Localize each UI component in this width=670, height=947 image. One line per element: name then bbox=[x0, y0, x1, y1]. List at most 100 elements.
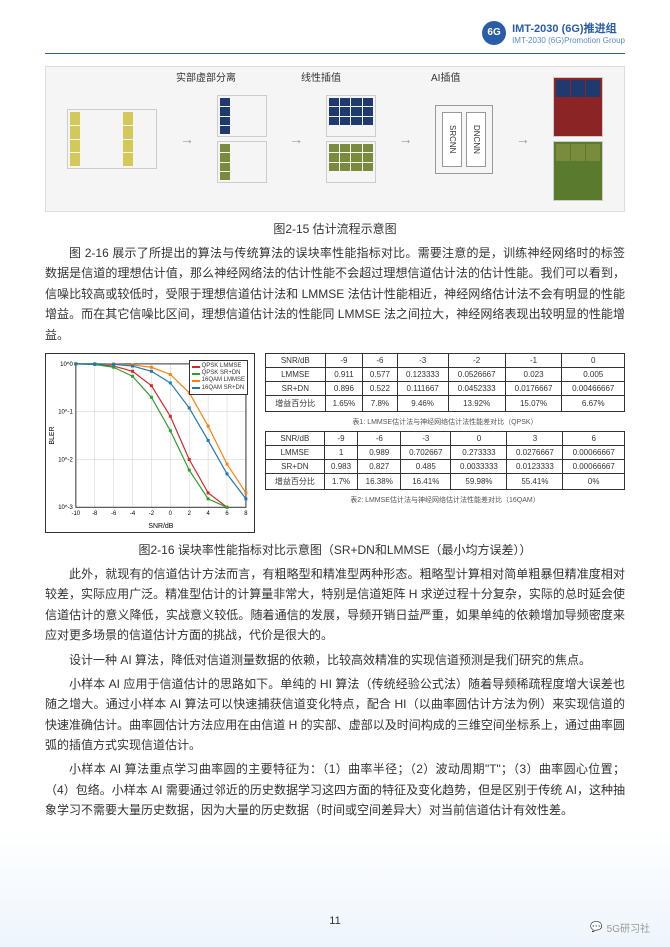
table-header: -9 bbox=[325, 353, 363, 367]
paragraph-3: 设计一种 AI 算法，降低对信道测量数据的依赖，比较高效精准的实现信道预测是我们… bbox=[45, 650, 625, 670]
input-matrix bbox=[67, 109, 157, 169]
header-title: IMT-2030 (6G)推进组 bbox=[512, 20, 625, 36]
table-cell: 0.111667 bbox=[397, 381, 448, 395]
svg-text:-8: -8 bbox=[92, 511, 98, 517]
table-cell: LMMSE bbox=[266, 367, 326, 381]
diagram-label-ai: AI插值 bbox=[431, 69, 460, 84]
chat-icon: 💬 bbox=[590, 922, 602, 933]
table-header: 3 bbox=[507, 431, 563, 445]
table-cell: 0.485 bbox=[401, 459, 451, 473]
table-header: -2 bbox=[448, 353, 505, 367]
svg-text:10^-1: 10^-1 bbox=[58, 410, 73, 416]
table-cell: 0.0276667 bbox=[507, 445, 563, 459]
svg-text:10^0: 10^0 bbox=[60, 362, 73, 368]
table-header: -6 bbox=[358, 431, 401, 445]
table-cell: 0.989 bbox=[358, 445, 401, 459]
table-cell: 0.023 bbox=[505, 367, 562, 381]
table-header: 0 bbox=[451, 431, 507, 445]
table-cell: 0.983 bbox=[324, 459, 358, 473]
table-header: SNR/dB bbox=[266, 431, 325, 445]
flow-diagram: 实部虚部分离 线性插值 AI插值 → → → SRCNN DNCNN → bbox=[45, 66, 625, 212]
table-cell: 1.7% bbox=[324, 473, 358, 489]
svg-text:SNR/dB: SNR/dB bbox=[148, 523, 173, 530]
table-cell: 0.005 bbox=[562, 367, 625, 381]
table-cell: 0.0526667 bbox=[448, 367, 505, 381]
svg-text:-4: -4 bbox=[130, 511, 136, 517]
table-cell: 1 bbox=[324, 445, 358, 459]
srcnn-block: SRCNN bbox=[442, 112, 462, 167]
table-cell: 59.98% bbox=[451, 473, 507, 489]
table-header: -9 bbox=[324, 431, 358, 445]
svg-text:2: 2 bbox=[188, 511, 191, 517]
table-cell: 增益百分比 bbox=[266, 473, 325, 489]
table-cell: 0% bbox=[563, 473, 625, 489]
table-cell: 0.577 bbox=[363, 367, 397, 381]
table-cell: 0.702667 bbox=[401, 445, 451, 459]
page-header: 6G IMT-2030 (6G)推进组 IMT-2030 (6G)Promoti… bbox=[45, 20, 625, 45]
dncnn-block: DNCNN bbox=[466, 112, 486, 167]
table-header: -3 bbox=[401, 431, 451, 445]
svg-text:6: 6 bbox=[225, 511, 229, 517]
table-cell: 0.0452333 bbox=[448, 381, 505, 395]
table-cell: 0.00066667 bbox=[563, 459, 625, 473]
table-cell: 6.67% bbox=[562, 395, 625, 411]
table-header: -3 bbox=[397, 353, 448, 367]
table-cell: SR+DN bbox=[266, 381, 326, 395]
svg-text:-6: -6 bbox=[111, 511, 117, 517]
table-qpsk: SNR/dB-9-6-3-2-10 LMMSE0.9110.5770.123333… bbox=[265, 353, 625, 412]
table-cell: 55.41% bbox=[507, 473, 563, 489]
table-cell: 16.41% bbox=[401, 473, 451, 489]
table-cell: 增益百分比 bbox=[266, 395, 326, 411]
table-cell: 0.522 bbox=[363, 381, 397, 395]
table-cell: 7.8% bbox=[363, 395, 397, 411]
arrow-icon: → bbox=[516, 131, 530, 147]
ai-interp-block: SRCNN DNCNN bbox=[435, 105, 493, 174]
footer-brand: 💬 5G研习社 bbox=[590, 920, 650, 935]
table-header: SNR/dB bbox=[266, 353, 326, 367]
table-cell: 0.00466667 bbox=[562, 381, 625, 395]
chart-legend: QPSK LMMSEQPSK SR+DN16QAM LMMSE16QAM SR+… bbox=[189, 360, 248, 395]
table-cell: 13.92% bbox=[448, 395, 505, 411]
fig-216-caption: 图2-16 误块率性能指标对比示意图（SR+DN和LMMSE（最小均方误差）） bbox=[45, 541, 625, 558]
table-cell: LMMSE bbox=[266, 445, 325, 459]
table-cell: 15.07% bbox=[505, 395, 562, 411]
paragraph-2: 此外，就现有的信道估计方法而言，有粗略型和精准型两种形态。粗略型计算相对简单粗暴… bbox=[45, 564, 625, 646]
table-header: -6 bbox=[363, 353, 397, 367]
table-cell: 0.911 bbox=[325, 367, 363, 381]
arrow-icon: → bbox=[289, 131, 303, 147]
table-header: -1 bbox=[505, 353, 562, 367]
arrow-icon: → bbox=[180, 131, 194, 147]
table-cell: 0.0176667 bbox=[505, 381, 562, 395]
table-cell: 9.46% bbox=[397, 395, 448, 411]
output-matrices bbox=[553, 77, 603, 201]
table-cell: 1.65% bbox=[325, 395, 363, 411]
svg-text:4: 4 bbox=[206, 511, 210, 517]
header-title-block: IMT-2030 (6G)推进组 IMT-2030 (6G)Promotion … bbox=[512, 20, 625, 45]
table-cell: SR+DN bbox=[266, 459, 325, 473]
svg-text:0: 0 bbox=[169, 511, 173, 517]
logo-badge: 6G bbox=[482, 21, 506, 45]
bler-chart: 10^-310^-210^-110^0-10-8-6-4-202468SNR/d… bbox=[45, 353, 255, 533]
svg-text:-10: -10 bbox=[72, 511, 81, 517]
table-cell: 0.0033333 bbox=[451, 459, 507, 473]
diagram-label-linear: 线性插值 bbox=[301, 69, 341, 84]
table-header: 0 bbox=[562, 353, 625, 367]
table-cell: 0.273333 bbox=[451, 445, 507, 459]
table1-caption: 表1: LMMSE估计法与神经网络估计法性能差对比（QPSK） bbox=[265, 417, 625, 427]
svg-text:BLER: BLER bbox=[49, 427, 56, 445]
table-header: 6 bbox=[563, 431, 625, 445]
table-cell: 0.123333 bbox=[397, 367, 448, 381]
header-subtitle: IMT-2030 (6G)Promotion Group bbox=[512, 36, 625, 45]
separated-matrices bbox=[217, 95, 267, 183]
comparison-tables: SNR/dB-9-6-3-2-10LMMSE0.9110.5770.123333… bbox=[265, 353, 625, 533]
footer-brand-text: 5G研习社 bbox=[607, 920, 650, 935]
table-cell: 0.00066667 bbox=[563, 445, 625, 459]
paragraph-4: 小样本 AI 应用于信道估计的思路如下。单纯的 HI 算法（传统经验公式法）随着… bbox=[45, 674, 625, 756]
table-cell: 0.896 bbox=[325, 381, 363, 395]
svg-text:-2: -2 bbox=[149, 511, 154, 517]
table-cell: 16.38% bbox=[358, 473, 401, 489]
figure-216-row: 10^-310^-210^-110^0-10-8-6-4-202468SNR/d… bbox=[45, 353, 625, 533]
table-cell: 0.0123333 bbox=[507, 459, 563, 473]
table-16qam: SNR/dB-9-6-3036 LMMSE10.9890.7026670.2733… bbox=[265, 431, 625, 490]
paragraph-1: 图 2-16 展示了所提出的算法与传统算法的误块率性能指标对比。需要注意的是，训… bbox=[45, 243, 625, 345]
